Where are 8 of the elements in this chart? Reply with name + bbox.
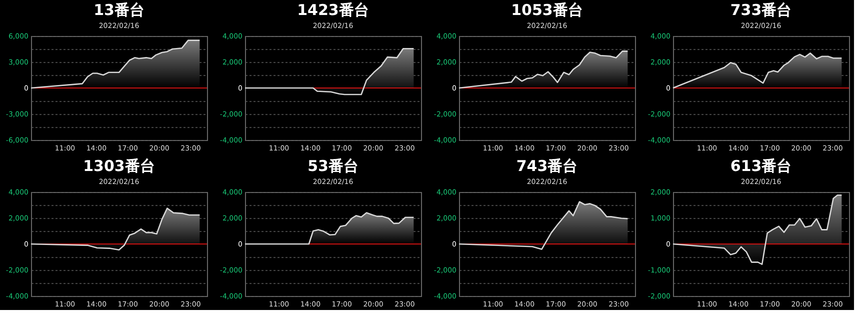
chart-title: 613番台: [730, 157, 792, 175]
chart-title: 13番台: [94, 1, 144, 19]
chart-title: 1303番台: [83, 157, 155, 175]
chart-title: 1423番台: [297, 1, 369, 19]
chart-title: 1053番台: [511, 1, 583, 19]
chart-title: 733番台: [730, 1, 792, 19]
chart-title: 53番台: [308, 157, 358, 175]
chart-title: 743番台: [516, 157, 578, 175]
